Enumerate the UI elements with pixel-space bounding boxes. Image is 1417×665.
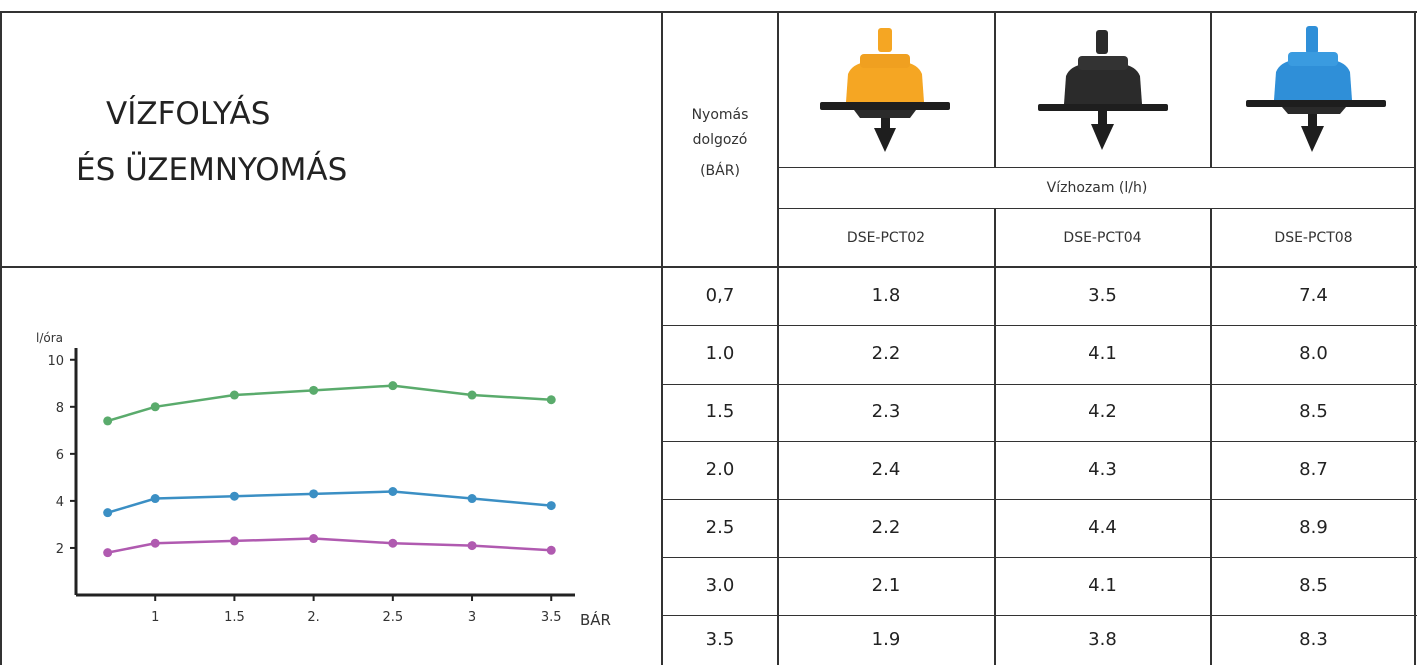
x-axis-label: BÁR bbox=[580, 610, 611, 629]
flow-value-cell: 8.9 bbox=[1299, 516, 1328, 538]
border-left bbox=[0, 11, 2, 665]
data-point bbox=[103, 548, 113, 558]
flow-value-cell: 2.2 bbox=[871, 516, 901, 538]
flow-value-cell: 1.9 bbox=[871, 628, 901, 650]
y-tick-label: 8 bbox=[56, 401, 64, 416]
data-point bbox=[309, 489, 319, 499]
series-line-0 bbox=[107, 384, 552, 423]
row-divider bbox=[661, 325, 1417, 326]
black-dripper-icon bbox=[1038, 30, 1168, 150]
model-header-pct04: DSE-PCT04 bbox=[1063, 230, 1142, 246]
divider-model-2 bbox=[1210, 11, 1212, 168]
flow-chart: l/óra 2 4 6 8 10 1 1.5 2. 2.5 3 3.5 BÁR bbox=[36, 331, 611, 629]
pressure-cell: 1.0 bbox=[705, 343, 735, 364]
border-right bbox=[1414, 11, 1416, 665]
series-line-1 bbox=[107, 490, 552, 514]
flow-value-cell: 1.8 bbox=[871, 284, 901, 306]
row-divider bbox=[661, 499, 1417, 500]
model-header-pct02: DSE-PCT02 bbox=[846, 230, 926, 246]
row-divider bbox=[661, 384, 1417, 385]
flow-value-cell: 8.5 bbox=[1299, 574, 1328, 596]
pressure-cell: 1.5 bbox=[705, 401, 735, 422]
orange-dripper-icon bbox=[820, 28, 950, 152]
data-point bbox=[467, 541, 477, 551]
divider-images bbox=[777, 167, 1416, 168]
data-point bbox=[150, 402, 160, 412]
y-axis-label: l/óra bbox=[36, 331, 63, 345]
data-point bbox=[388, 381, 398, 391]
data-point bbox=[229, 491, 239, 501]
x-tick-label: 2.5 bbox=[382, 610, 403, 625]
model-header-pct08: DSE-PCT08 bbox=[1274, 230, 1353, 246]
pressure-header-line-1: Nyomás bbox=[691, 107, 749, 123]
data-point bbox=[229, 536, 239, 546]
y-tick-label: 10 bbox=[47, 354, 64, 369]
y-tick-label: 4 bbox=[56, 495, 64, 510]
flow-value-cell: 2.4 bbox=[871, 458, 901, 480]
flow-value-cell: 4.4 bbox=[1088, 516, 1117, 538]
flow-value-cell: 8.5 bbox=[1299, 401, 1328, 422]
data-point bbox=[388, 486, 398, 496]
data-point bbox=[103, 416, 113, 426]
flow-value-cell: 3.5 bbox=[1088, 284, 1117, 306]
flow-rate-header: Vízhozam (l/h) bbox=[1046, 180, 1148, 196]
row-divider bbox=[661, 441, 1417, 442]
divider-left-col bbox=[661, 11, 663, 665]
data-point bbox=[467, 390, 477, 400]
flow-value-cell: 4.2 bbox=[1088, 401, 1117, 422]
flow-value-cell: 4.1 bbox=[1088, 574, 1117, 596]
pressure-header-line-3: (BÁR) bbox=[700, 163, 740, 179]
y-tick-label: 6 bbox=[56, 448, 64, 463]
pressure-cell: 2.0 bbox=[705, 458, 735, 480]
pressure-cell: 3.5 bbox=[705, 628, 735, 650]
x-tick-label: 1.5 bbox=[224, 610, 245, 625]
divider-pressure-col bbox=[777, 11, 779, 665]
flow-value-cell: 8.0 bbox=[1299, 343, 1328, 364]
border-top bbox=[0, 11, 1417, 13]
data-point bbox=[546, 501, 556, 511]
flow-value-cell: 2.1 bbox=[871, 574, 901, 596]
data-point bbox=[150, 494, 160, 504]
flow-value-cell: 8.3 bbox=[1299, 628, 1328, 650]
data-point bbox=[150, 538, 160, 548]
data-point bbox=[309, 534, 319, 544]
flow-value-cell: 3.8 bbox=[1088, 628, 1117, 650]
pressure-cell: 0,7 bbox=[705, 284, 735, 306]
x-tick-label: 1 bbox=[151, 610, 159, 625]
page-title-line-1: VÍZFOLYÁS bbox=[106, 96, 271, 132]
blue-dripper-icon bbox=[1246, 26, 1386, 152]
data-point bbox=[467, 494, 477, 504]
pressure-cell: 3.0 bbox=[705, 574, 735, 596]
data-point bbox=[546, 545, 556, 555]
row-divider bbox=[661, 615, 1417, 616]
divider-model-1b bbox=[994, 208, 996, 665]
row-divider bbox=[661, 557, 1417, 558]
flow-value-cell: 8.7 bbox=[1299, 458, 1328, 480]
divider-model-1 bbox=[994, 11, 996, 168]
data-point bbox=[546, 395, 556, 405]
x-tick-label: 3.5 bbox=[541, 610, 562, 625]
data-point bbox=[388, 538, 398, 548]
flow-value-cell: 2.3 bbox=[871, 401, 901, 422]
data-point bbox=[309, 385, 319, 395]
page-title-line-2: ÉS ÜZEMNYOMÁS bbox=[76, 152, 348, 188]
divider-model-2b bbox=[1210, 208, 1212, 665]
flow-value-cell: 2.2 bbox=[871, 343, 901, 364]
data-point bbox=[229, 390, 239, 400]
flow-value-cell: 4.1 bbox=[1088, 343, 1117, 364]
flow-value-cell: 4.3 bbox=[1088, 458, 1117, 480]
flow-value-cell: 7.4 bbox=[1299, 284, 1328, 306]
y-tick-label: 2 bbox=[56, 542, 64, 557]
data-point bbox=[103, 508, 113, 518]
pressure-header-line-2: dolgozó bbox=[692, 132, 748, 148]
pressure-cell: 2.5 bbox=[705, 516, 735, 538]
x-tick-label: 3 bbox=[468, 610, 476, 625]
x-tick-label: 2. bbox=[307, 610, 319, 625]
divider-flow bbox=[777, 208, 1416, 209]
series-line-2 bbox=[107, 537, 552, 554]
divider-header bbox=[0, 266, 1417, 268]
